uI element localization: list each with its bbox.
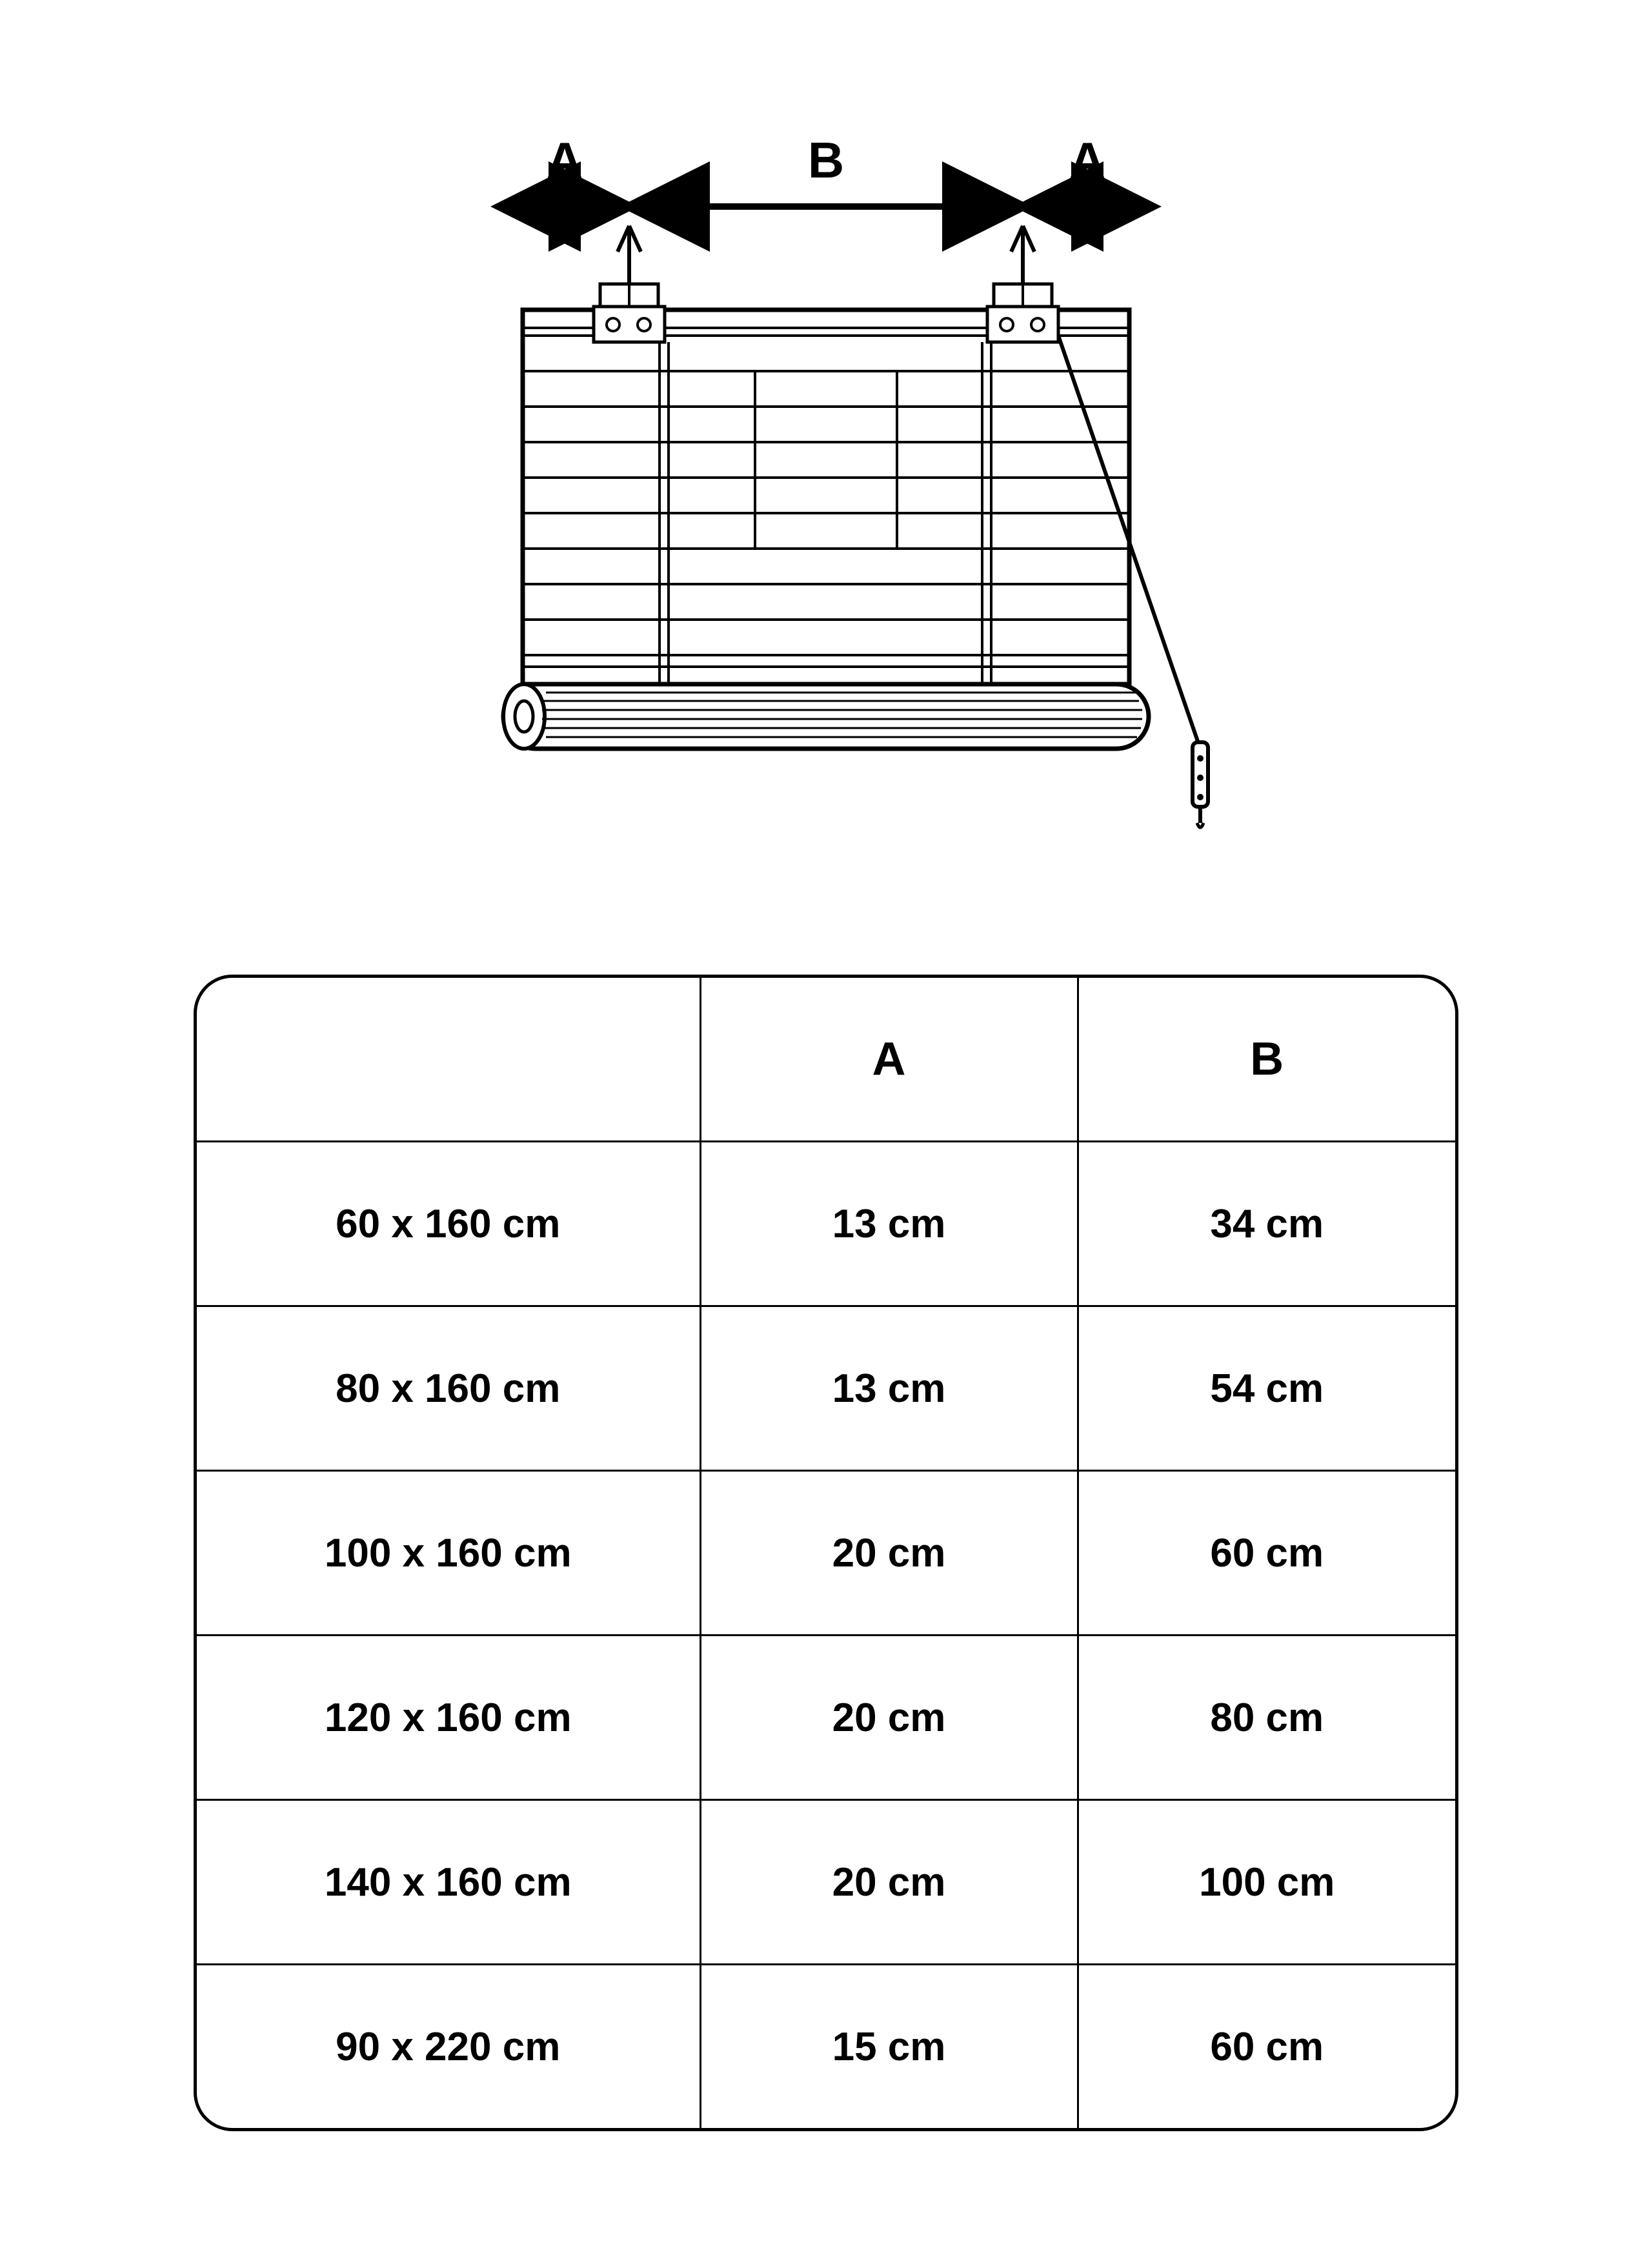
cell-a: 20 cm — [700, 1800, 1078, 1965]
cell-a: 15 cm — [700, 1965, 1078, 2129]
cell-b: 100 cm — [1078, 1800, 1455, 1965]
cell-a: 20 cm — [700, 1471, 1078, 1636]
table-row: 140 x 160 cm 20 cm 100 cm — [197, 1800, 1455, 1965]
table-row: 90 x 220 cm 15 cm 60 cm — [197, 1965, 1455, 2129]
cell-b: 34 cm — [1078, 1142, 1455, 1306]
cell-a: 20 cm — [700, 1636, 1078, 1800]
cell-b: 60 cm — [1078, 1471, 1455, 1636]
bracket-left — [594, 283, 665, 342]
bottom-roll — [503, 684, 1149, 749]
table-row: 80 x 160 cm 13 cm 54 cm — [197, 1306, 1455, 1471]
size-table-grid: A B 60 x 160 cm 13 cm 34 cm 80 x 160 cm … — [197, 978, 1455, 2128]
page: A B A — [0, 0, 1652, 2259]
cell-b: 54 cm — [1078, 1306, 1455, 1471]
dim-label-b: B — [808, 132, 844, 188]
diagram-svg: A B A — [374, 142, 1278, 852]
table-row: 60 x 160 cm 13 cm 34 cm — [197, 1142, 1455, 1306]
blind-diagram: A B A — [374, 142, 1278, 852]
table-row: 120 x 160 cm 20 cm 80 cm — [197, 1636, 1455, 1800]
cell-a: 13 cm — [700, 1142, 1078, 1306]
cell-size: 120 x 160 cm — [197, 1636, 700, 1800]
cell-size: 80 x 160 cm — [197, 1306, 700, 1471]
dim-label-a-right: A — [1069, 132, 1105, 188]
cell-size: 90 x 220 cm — [197, 1965, 700, 2129]
size-table: A B 60 x 160 cm 13 cm 34 cm 80 x 160 cm … — [194, 975, 1458, 2131]
header-blank — [197, 978, 700, 1142]
cell-size: 100 x 160 cm — [197, 1471, 700, 1636]
cell-size: 140 x 160 cm — [197, 1800, 700, 1965]
header-b: B — [1078, 978, 1455, 1142]
cell-b: 60 cm — [1078, 1965, 1455, 2129]
header-a: A — [700, 978, 1078, 1142]
dim-label-a-left: A — [547, 132, 583, 188]
table-row: 100 x 160 cm 20 cm 60 cm — [197, 1471, 1455, 1636]
blind-body — [523, 310, 1129, 684]
cell-a: 13 cm — [700, 1306, 1078, 1471]
table-header-row: A B — [197, 978, 1455, 1142]
pointer-right — [1011, 226, 1034, 283]
bracket-right — [987, 283, 1058, 342]
pointer-left — [618, 226, 641, 283]
cell-size: 60 x 160 cm — [197, 1142, 700, 1306]
cell-b: 80 cm — [1078, 1636, 1455, 1800]
